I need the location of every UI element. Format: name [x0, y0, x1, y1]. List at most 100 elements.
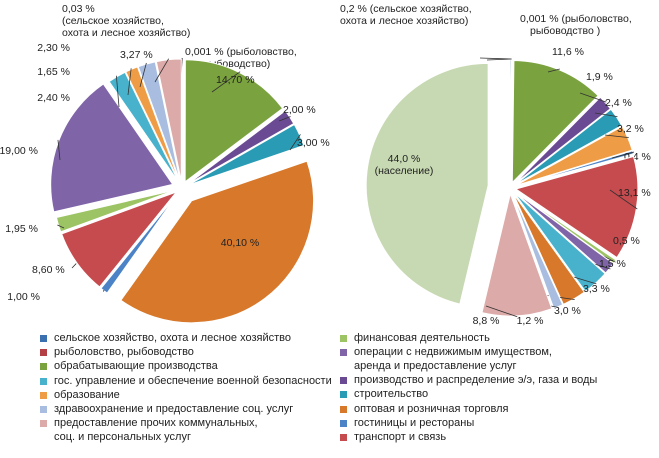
pie-2-leader-other_services: [485, 305, 518, 318]
pie-2-leader-transport: [609, 189, 638, 210]
legend-swatch-fishing: [40, 349, 47, 357]
pie-1-label-hotels: 1,00 %: [7, 291, 40, 303]
legend-label-manufacturing: обрабатывающие производства: [54, 360, 218, 373]
legend-swatch-hotels: [340, 419, 347, 427]
pie-1-label-government: 2,40 %: [37, 92, 70, 104]
pie-2-label-health: 1,2 %: [517, 315, 544, 327]
pie-1-label-transport: 8,60 %: [32, 264, 65, 276]
legend-label-real_estate: операции с недвижимым имуществом,: [354, 346, 552, 359]
pie-2-slice-population: [365, 62, 489, 305]
pie-2-label-transport: 13,1 %: [618, 187, 651, 199]
legend-swatch-construction: [340, 391, 347, 399]
pie-1-slice-health: [137, 61, 181, 182]
pie-1-leader-hotels: [103, 289, 105, 292]
pie-2-leader-fishing: [486, 58, 512, 61]
pie-2-leader-education: [604, 134, 629, 139]
pie-1-slice-education: [125, 66, 180, 182]
legend-swatch-other_services: [40, 420, 47, 428]
pie-1-slice-real_estate: [50, 83, 174, 213]
legend-label-real_estate-line2: аренда и предоставление услуг: [354, 360, 517, 373]
pie-2-label-trade: 3,0 %: [554, 305, 581, 317]
legend: сельское хозяйство, охота и лесное хозяй…: [40, 332, 655, 454]
legend-swatch-health: [40, 406, 47, 413]
pie-2-slice-health: [511, 193, 564, 309]
pie-1-label-finance: 1,95 %: [5, 223, 38, 235]
pie-1-label-education: 1,65 %: [37, 66, 70, 78]
pie-2-leader-construction: [594, 112, 618, 118]
pie-1-leader-manufacturing: [211, 71, 241, 93]
pie-1-leader-finance: [57, 224, 65, 229]
pie-2-label-government: 3,3 %: [583, 283, 610, 295]
pie-1-label-energy: 2,00 %: [283, 104, 316, 116]
legend-swatch-education: [40, 391, 47, 399]
pie-1-leader-health: [139, 62, 147, 88]
pie-1-label-agriculture: 0,03 % (сельское хозяйство, охота и лесное…: [62, 3, 190, 39]
legend-label-hotels: гостиницы и рестораны: [354, 416, 475, 429]
legend-swatch-energy: [340, 377, 347, 385]
pie-2-slice-transport: [514, 155, 639, 259]
pie-1-label-trade: 40,10 %: [221, 237, 260, 249]
pie-1-slice-fishing: [181, 58, 184, 182]
pie-1-label-other_services: 3,27 %: [120, 49, 153, 61]
legend-label-trade: оптовая и розничная торговля: [354, 402, 509, 415]
legend-label-finance: финансовая деятельность: [354, 332, 490, 344]
pie-1-leader-construction: [289, 134, 301, 151]
pie-2-slice-manufacturing: [511, 59, 599, 184]
pie-2-leader-agriculture: [479, 57, 511, 60]
pie-2-label-fishing: 0,001 % (рыболовство, рыбоводство ): [520, 13, 632, 37]
pie-1-slice-trade: [120, 160, 315, 324]
pie-1-slice-construction: [188, 123, 305, 186]
pie-2-slice-other_services: [481, 192, 553, 317]
pie-2-slice-construction: [514, 108, 623, 186]
pie-1-slice-manufacturing: [184, 59, 284, 183]
pie-2-slice-government: [513, 192, 606, 293]
pie-2-label-other_services: 8,8 %: [473, 315, 500, 327]
pie-2-label-population: 44,0 % (население): [375, 153, 434, 177]
pie-2-label-manufacturing: 11,6 %: [552, 46, 584, 58]
legend-label-other_services-line2: соц. и персональных услуг: [54, 431, 191, 444]
pie-2-leader-energy: [579, 92, 607, 103]
legend-label-health: здравоохранение и предоставление соц. ус…: [54, 403, 294, 415]
pie-2-leader-hotels: [611, 151, 634, 159]
legend-label-other_services: предоставление прочих коммунальных,: [54, 417, 258, 430]
legend-label-agriculture: сельское хозяйство, охота и лесное хозяй…: [54, 332, 291, 344]
pie-2-label-real_estate: 1,5 %: [599, 258, 626, 270]
pie-1: 0,03 % (сельское хозяйство, охота и лесное…: [0, 3, 330, 324]
legend-swatch-manufacturing: [40, 363, 47, 371]
pie-1-leader-real_estate: [57, 139, 61, 161]
pie-1-leader-education: [127, 68, 132, 96]
pie-2: 0,2 % (сельское хозяйство, охота и лесное…: [340, 3, 651, 327]
legend-label-education: образование: [54, 388, 120, 401]
pie-1-leader-energy: [278, 116, 291, 122]
pie-1-slice-other_services: [155, 58, 182, 182]
pie-1-leader-government: [115, 75, 120, 108]
pie-1-slice-government: [108, 71, 179, 183]
pie-1-label-real_estate: 19,00 %: [0, 145, 38, 157]
legend-label-construction: строительство: [354, 388, 429, 401]
pie-2-label-construction: 2,4 %: [605, 97, 632, 109]
legend-swatch-agriculture: [40, 335, 47, 342]
pie-2-slice-education: [515, 125, 633, 187]
legend-swatch-finance: [340, 335, 347, 342]
pie-2-label-education: 3,2 %: [617, 123, 644, 135]
legend-label-government: гос. управление и обеспечение военной бе…: [54, 374, 332, 387]
legend-swatch-real_estate: [340, 349, 347, 357]
pie-1-leader-transport: [71, 263, 77, 269]
legend-swatch-government: [40, 377, 47, 385]
legend-swatch-transport: [340, 434, 347, 441]
pie-2-leader-manufacturing: [547, 68, 560, 73]
pie-charts: 0,03 % (сельское хозяйство, охота и лесное…: [0, 3, 651, 327]
pie-1-label-construction: 3,00 %: [297, 137, 330, 149]
pie-1-slice-transport: [61, 190, 178, 288]
pie-1-leader-other_services: [154, 58, 170, 83]
pie-1-label-manufacturing: 14,70 %: [216, 74, 255, 86]
legend-label-energy: производство и распределение э/э, газа и…: [354, 374, 598, 387]
legend-label-transport: транспорт и связь: [354, 431, 447, 443]
pie-2-slice-trade: [512, 192, 586, 305]
legend-swatch-trade: [340, 405, 347, 413]
pie-1-slice-finance: [55, 189, 176, 233]
pie-2-label-agriculture: 0,2 % (сельское хозяйство, охота и лесное…: [340, 3, 472, 27]
pie-2-slice-fishing: [509, 59, 513, 183]
pie-2-slice-energy: [514, 96, 612, 185]
